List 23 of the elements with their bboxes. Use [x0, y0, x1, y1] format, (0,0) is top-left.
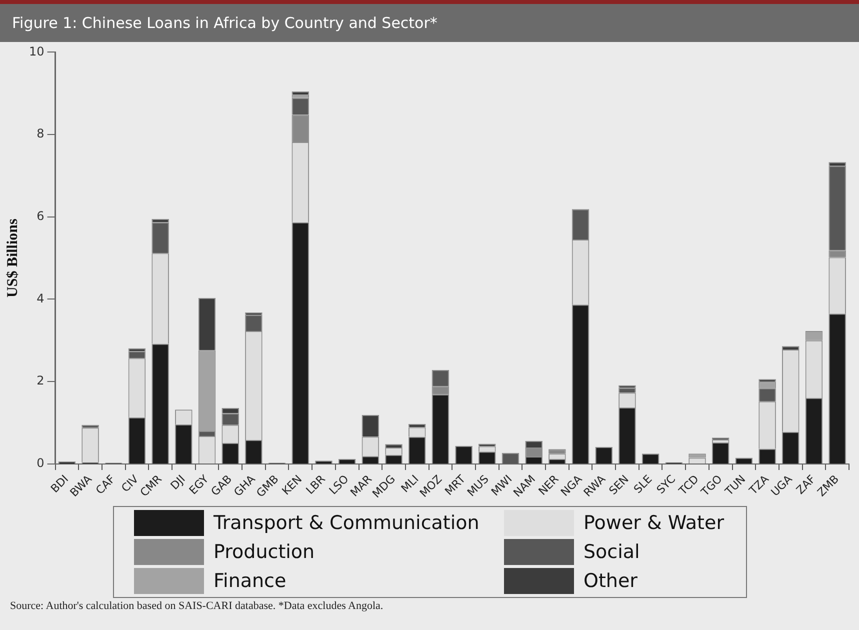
x-tick-label: CIV [118, 472, 142, 495]
legend-label: Finance [214, 570, 286, 592]
x-tick-label: LBR [304, 472, 328, 497]
y-tick-label: 4 [36, 291, 44, 306]
y-tick-label: 0 [36, 456, 44, 470]
chart-title: Figure 1: Chinese Loans in Africa by Country and Sector* [0, 0, 859, 42]
source-note: Source: Author's calculation based on SAIS-CARI database. *Data excludes Angola. [9, 600, 384, 613]
x-tick-label: DJI [168, 472, 188, 492]
legend-label: Production [214, 541, 315, 563]
y-tick-label: 6 [36, 209, 44, 224]
y-tick-label: 10 [28, 44, 44, 58]
x-tick-label: SLE [631, 472, 655, 496]
x-tick-label: TCD [676, 472, 702, 498]
legend-label: Power & Water [584, 512, 724, 534]
x-tick-label: TZA [746, 472, 772, 498]
y-tick-label: 8 [36, 126, 44, 141]
y-axis-title: US$ Billions [4, 218, 21, 298]
x-tick-label: LSO [326, 472, 352, 498]
y-tick-label: 2 [36, 374, 44, 388]
x-tick-label: CAF [93, 472, 118, 497]
legend-label: Social [584, 541, 640, 563]
legend-label: Other [584, 570, 638, 592]
legend-label: Transport & Communication [214, 512, 480, 534]
